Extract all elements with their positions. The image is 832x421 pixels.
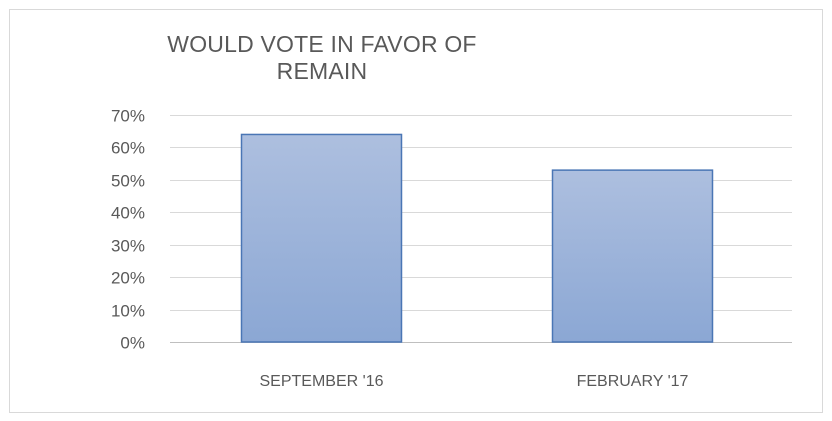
- y-tick-label: 60%: [111, 139, 145, 158]
- y-tick-label: 30%: [111, 237, 145, 256]
- y-tick-label: 20%: [111, 269, 145, 288]
- bar: [240, 133, 403, 343]
- y-axis: 0% 10% 20% 30% 40% 50% 60% 70%: [111, 107, 145, 353]
- y-tick-label: 10%: [111, 302, 145, 321]
- y-tick-label: 50%: [111, 172, 145, 191]
- chart-title: WOULD VOTE IN FAVOR OF REMAIN: [167, 31, 477, 84]
- x-axis: SEPTEMBER '16 FEBRUARY '17: [260, 373, 689, 390]
- bar: [551, 169, 714, 343]
- y-tick-label: 0%: [120, 334, 145, 353]
- x-tick-label: SEPTEMBER '16: [260, 373, 384, 390]
- bars: [240, 133, 714, 343]
- y-tick-label: 70%: [111, 107, 145, 126]
- y-tick-label: 40%: [111, 204, 145, 223]
- x-tick-label: FEBRUARY '17: [577, 373, 689, 390]
